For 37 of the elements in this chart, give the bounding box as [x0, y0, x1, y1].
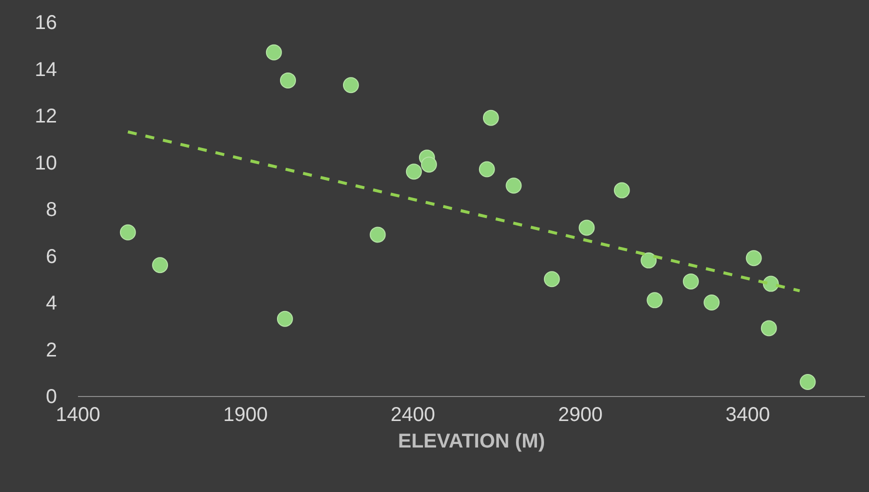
point [152, 257, 168, 274]
point [342, 77, 359, 94]
point [266, 44, 282, 60]
y-tick-label: 12 [34, 106, 57, 128]
y-tick-label: 16 [34, 12, 57, 34]
x-axis-title: ELEVATION (M) [398, 430, 546, 452]
point [682, 273, 699, 290]
point [280, 72, 296, 88]
point [120, 224, 136, 240]
point [578, 220, 595, 236]
point [420, 156, 437, 173]
point [276, 310, 293, 327]
point [506, 178, 522, 194]
point [614, 182, 630, 198]
y-tick-label: 2 [46, 339, 57, 362]
point [760, 320, 777, 336]
y-tick-label: 6 [46, 246, 57, 268]
x-tick-label: 1900 [223, 404, 268, 426]
point [646, 292, 663, 308]
x-tick-label: 3400 [726, 404, 770, 426]
point [482, 110, 499, 126]
point [370, 226, 386, 243]
point [746, 250, 762, 266]
y-tick-label: 14 [34, 58, 57, 81]
x-tick-label: 2400 [390, 404, 436, 426]
point [640, 252, 657, 268]
y-tick-label: 8 [46, 199, 57, 221]
y-tick-label: 10 [34, 152, 57, 174]
x-tick-label: 1400 [56, 404, 100, 426]
point [544, 271, 560, 288]
point [704, 294, 720, 310]
point [406, 164, 422, 180]
y-tick-label: 0 [46, 386, 57, 408]
point [800, 374, 816, 390]
point [478, 161, 495, 178]
y-tick-label: 4 [46, 292, 57, 314]
x-tick-label: 2900 [558, 404, 603, 426]
